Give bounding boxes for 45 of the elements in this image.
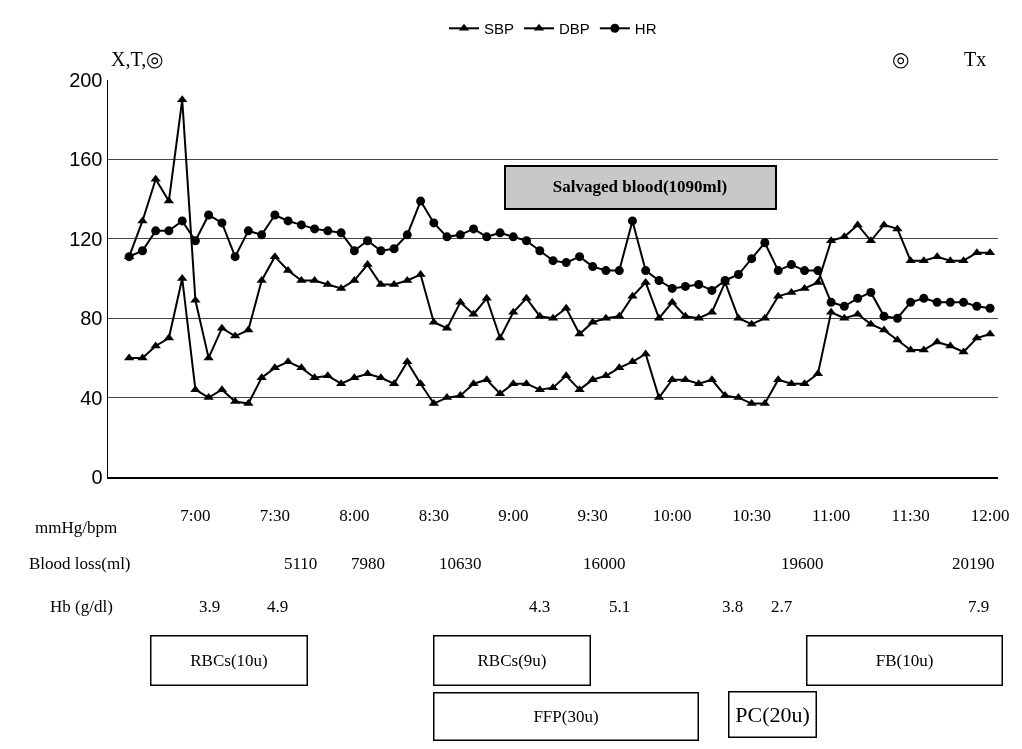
text: 20190 bbox=[952, 554, 995, 573]
text: 2.7 bbox=[771, 597, 793, 616]
text: 3.9 bbox=[199, 597, 221, 616]
legend-label: HR bbox=[634, 20, 657, 38]
x-tick-label: 10:00 bbox=[652, 505, 692, 525]
x-tick-label: 8:30 bbox=[418, 505, 449, 525]
y-tick-label: 120 bbox=[69, 227, 103, 250]
label-box: Salvaged blood(1090ml) bbox=[503, 164, 777, 210]
text: Blood loss(ml) bbox=[29, 554, 131, 573]
text: FB(10u) bbox=[875, 651, 934, 670]
y-tick-label: 80 bbox=[80, 307, 103, 330]
x-tick-label: 7:00 bbox=[180, 505, 211, 525]
text: 7980 bbox=[351, 554, 385, 573]
text: Tx bbox=[964, 48, 987, 70]
text: 3.8 bbox=[722, 597, 744, 616]
text: 5.1 bbox=[609, 597, 631, 616]
y-tick-label: 0 bbox=[91, 466, 103, 488]
x-tick-label: 11:00 bbox=[812, 505, 851, 525]
y-tick-label: 160 bbox=[69, 148, 103, 171]
text: 16000 bbox=[583, 554, 626, 573]
y-tick-label: 40 bbox=[80, 386, 103, 409]
x-tick-label: 8:00 bbox=[339, 505, 370, 525]
text: 10630 bbox=[439, 554, 482, 573]
text: 19600 bbox=[781, 554, 824, 573]
text: FFP(30u) bbox=[533, 707, 599, 726]
x-tick-label: 9:00 bbox=[498, 505, 529, 525]
text: Hb (g/dl) bbox=[50, 597, 113, 616]
text: RBCs(9u) bbox=[477, 651, 547, 670]
text: PC(20u) bbox=[735, 702, 810, 727]
legend-label: DBP bbox=[559, 20, 590, 38]
text: 4.3 bbox=[529, 597, 551, 616]
text: RBCs(10u) bbox=[190, 651, 268, 670]
legend-label: SBP bbox=[484, 20, 515, 38]
x-tick-label: 9:30 bbox=[577, 505, 608, 525]
x-tick-label: 11:30 bbox=[891, 505, 930, 525]
x-tick-label: 12:00 bbox=[970, 505, 1010, 525]
x-tick-label: 7:30 bbox=[259, 505, 290, 525]
text: 4.9 bbox=[267, 597, 289, 616]
text: X,T,◎ bbox=[111, 48, 164, 70]
text: ◎ bbox=[892, 48, 909, 70]
x-tick-label: 10:30 bbox=[732, 505, 772, 525]
y-axis-title: mmHg/bpm bbox=[35, 518, 118, 537]
text: 7.9 bbox=[968, 597, 990, 616]
y-tick-label: 200 bbox=[69, 69, 103, 91]
text: 5110 bbox=[284, 554, 318, 573]
